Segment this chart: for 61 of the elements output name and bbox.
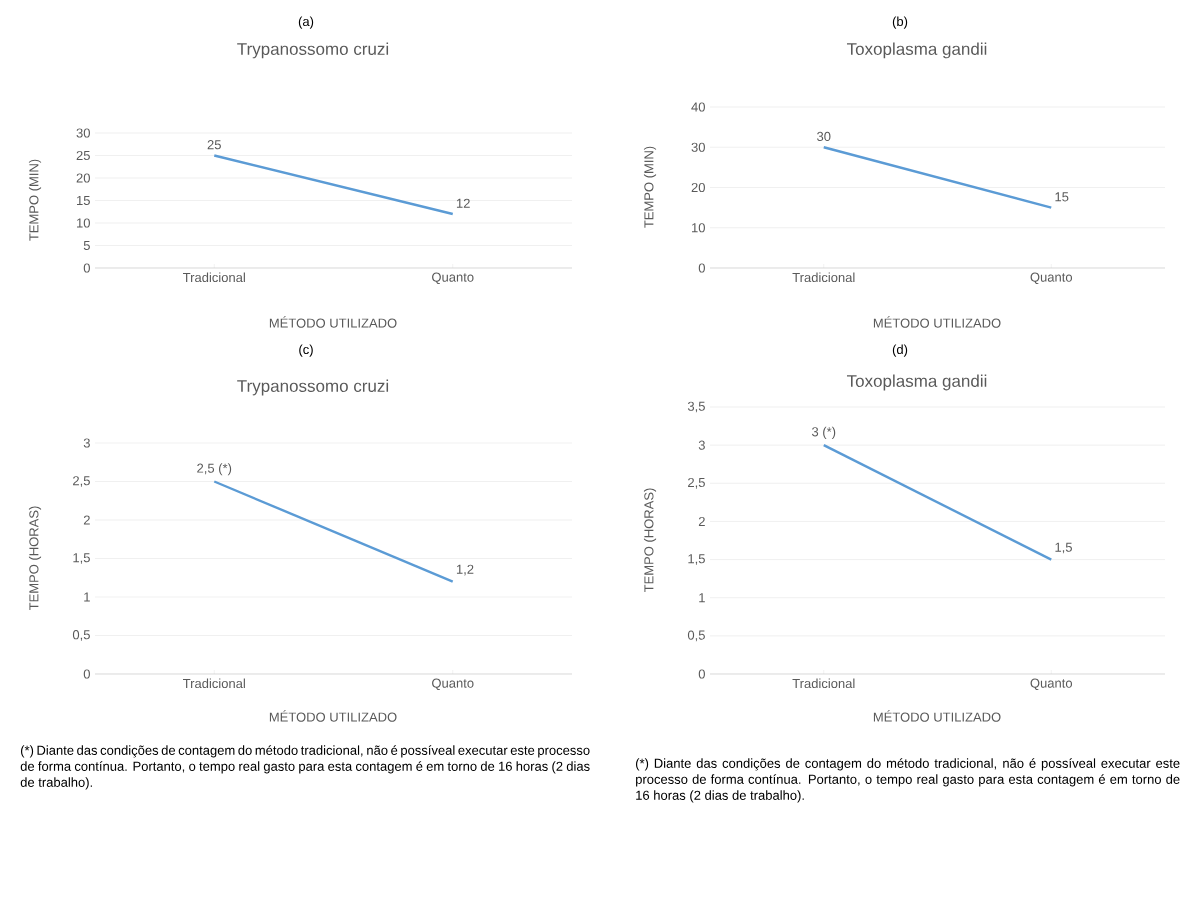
chart-title: (b) <box>892 16 908 29</box>
y-tick-label: 2,5 <box>688 477 705 489</box>
y-tick-label: 0,5 <box>72 630 90 641</box>
chart-title: (c) <box>299 344 313 357</box>
y-tick-label: 30 <box>76 128 90 138</box>
chart-subtitle: Trypanossomo cruzi <box>237 42 389 59</box>
data-label: 3 (*) <box>811 426 836 439</box>
y-tick-label: 1 <box>84 592 90 602</box>
y-tick-label: 0 <box>698 669 705 679</box>
y-tick-label: 3 <box>698 440 705 450</box>
x-axis-title: MÉTODO UTILIZADO <box>873 316 1001 328</box>
y-tick-label: 0,5 <box>687 630 705 642</box>
chart-subtitle: Trypanossomo cruzi <box>237 379 389 396</box>
x-tick-label: Tradicional <box>183 678 245 689</box>
x-axis-title: MÉTODO UTILIZADO <box>269 316 397 328</box>
x-tick-label: Quanto <box>1030 272 1073 285</box>
x-tick-label: Quanto <box>1030 678 1073 691</box>
y-tick-label: 3 <box>83 438 90 448</box>
x-tick-label: Quanto <box>432 678 474 691</box>
x-tick-label: Tradicional <box>792 272 855 283</box>
y-axis-title: TEMPO (MIN) <box>643 146 657 228</box>
data-label: 12 <box>456 198 470 208</box>
y-tick-label: 1,5 <box>73 553 90 564</box>
y-tick-label: 30 <box>691 142 705 152</box>
text: (*) Diante das condições de contagem do método tradicional, não é possíveal executar este processo de forma contínua. Portanto, o tempo real gasto para esta contagem é em torno de 16 horas (2 dias de trabalho). <box>636 758 1180 803</box>
chart-title: (a) <box>298 16 314 29</box>
y-tick-label: 10 <box>77 218 90 228</box>
chart-subtitle: Toxoplasma gandii <box>846 42 987 59</box>
data-label: 15 <box>1055 192 1069 202</box>
y-tick-label: 2,5 <box>73 476 90 487</box>
chart-subtitle: Toxoplasma gandii <box>846 374 987 391</box>
x-tick-label: Quanto <box>432 272 474 285</box>
data-label: 1,5 <box>1055 542 1072 554</box>
data-label: 25 <box>207 140 221 150</box>
data-label: 30 <box>817 131 831 142</box>
y-tick-label: 0 <box>698 263 705 273</box>
data-label: 2,5 (*) <box>197 463 232 476</box>
y-tick-label: 0 <box>83 263 90 273</box>
y-tick-label: 0 <box>83 669 90 679</box>
y-tick-label: 10 <box>692 223 705 233</box>
y-tick-label: 5 <box>83 240 90 251</box>
y-axis-title: TEMPO (MIN) <box>28 159 42 241</box>
y-tick-label: 1,5 <box>688 554 705 565</box>
y-tick-label: 25 <box>76 150 90 161</box>
x-tick-label: Tradicional <box>183 272 245 283</box>
y-tick-label: 40 <box>691 102 705 112</box>
data-label: 1,2 <box>456 564 474 576</box>
y-tick-label: 15 <box>77 195 90 206</box>
y-tick-label: 3,5 <box>687 401 705 413</box>
y-axis-title: TEMPO (HORAS) <box>28 506 42 611</box>
chart-title: (d) <box>892 344 908 357</box>
y-tick-label: 1 <box>699 593 705 603</box>
y-tick-label: 2 <box>83 515 90 525</box>
text: (*) Diante das condições de contagem do método tradicional, não é possíveal executar este processo de forma contínua. Portanto, o tempo real gasto para esta contagem é em torno de 16 horas (2 dias de trabalho). <box>20 745 590 790</box>
x-axis-title: MÉTODO UTILIZADO <box>269 710 397 722</box>
y-tick-label: 20 <box>691 182 705 193</box>
x-tick-label: Tradicional <box>792 678 855 689</box>
x-axis-title: MÉTODO UTILIZADO <box>873 710 1001 722</box>
y-axis-title: TEMPO (HORAS) <box>643 488 657 593</box>
y-tick-label: 2 <box>698 516 705 526</box>
y-tick-label: 20 <box>76 173 90 183</box>
